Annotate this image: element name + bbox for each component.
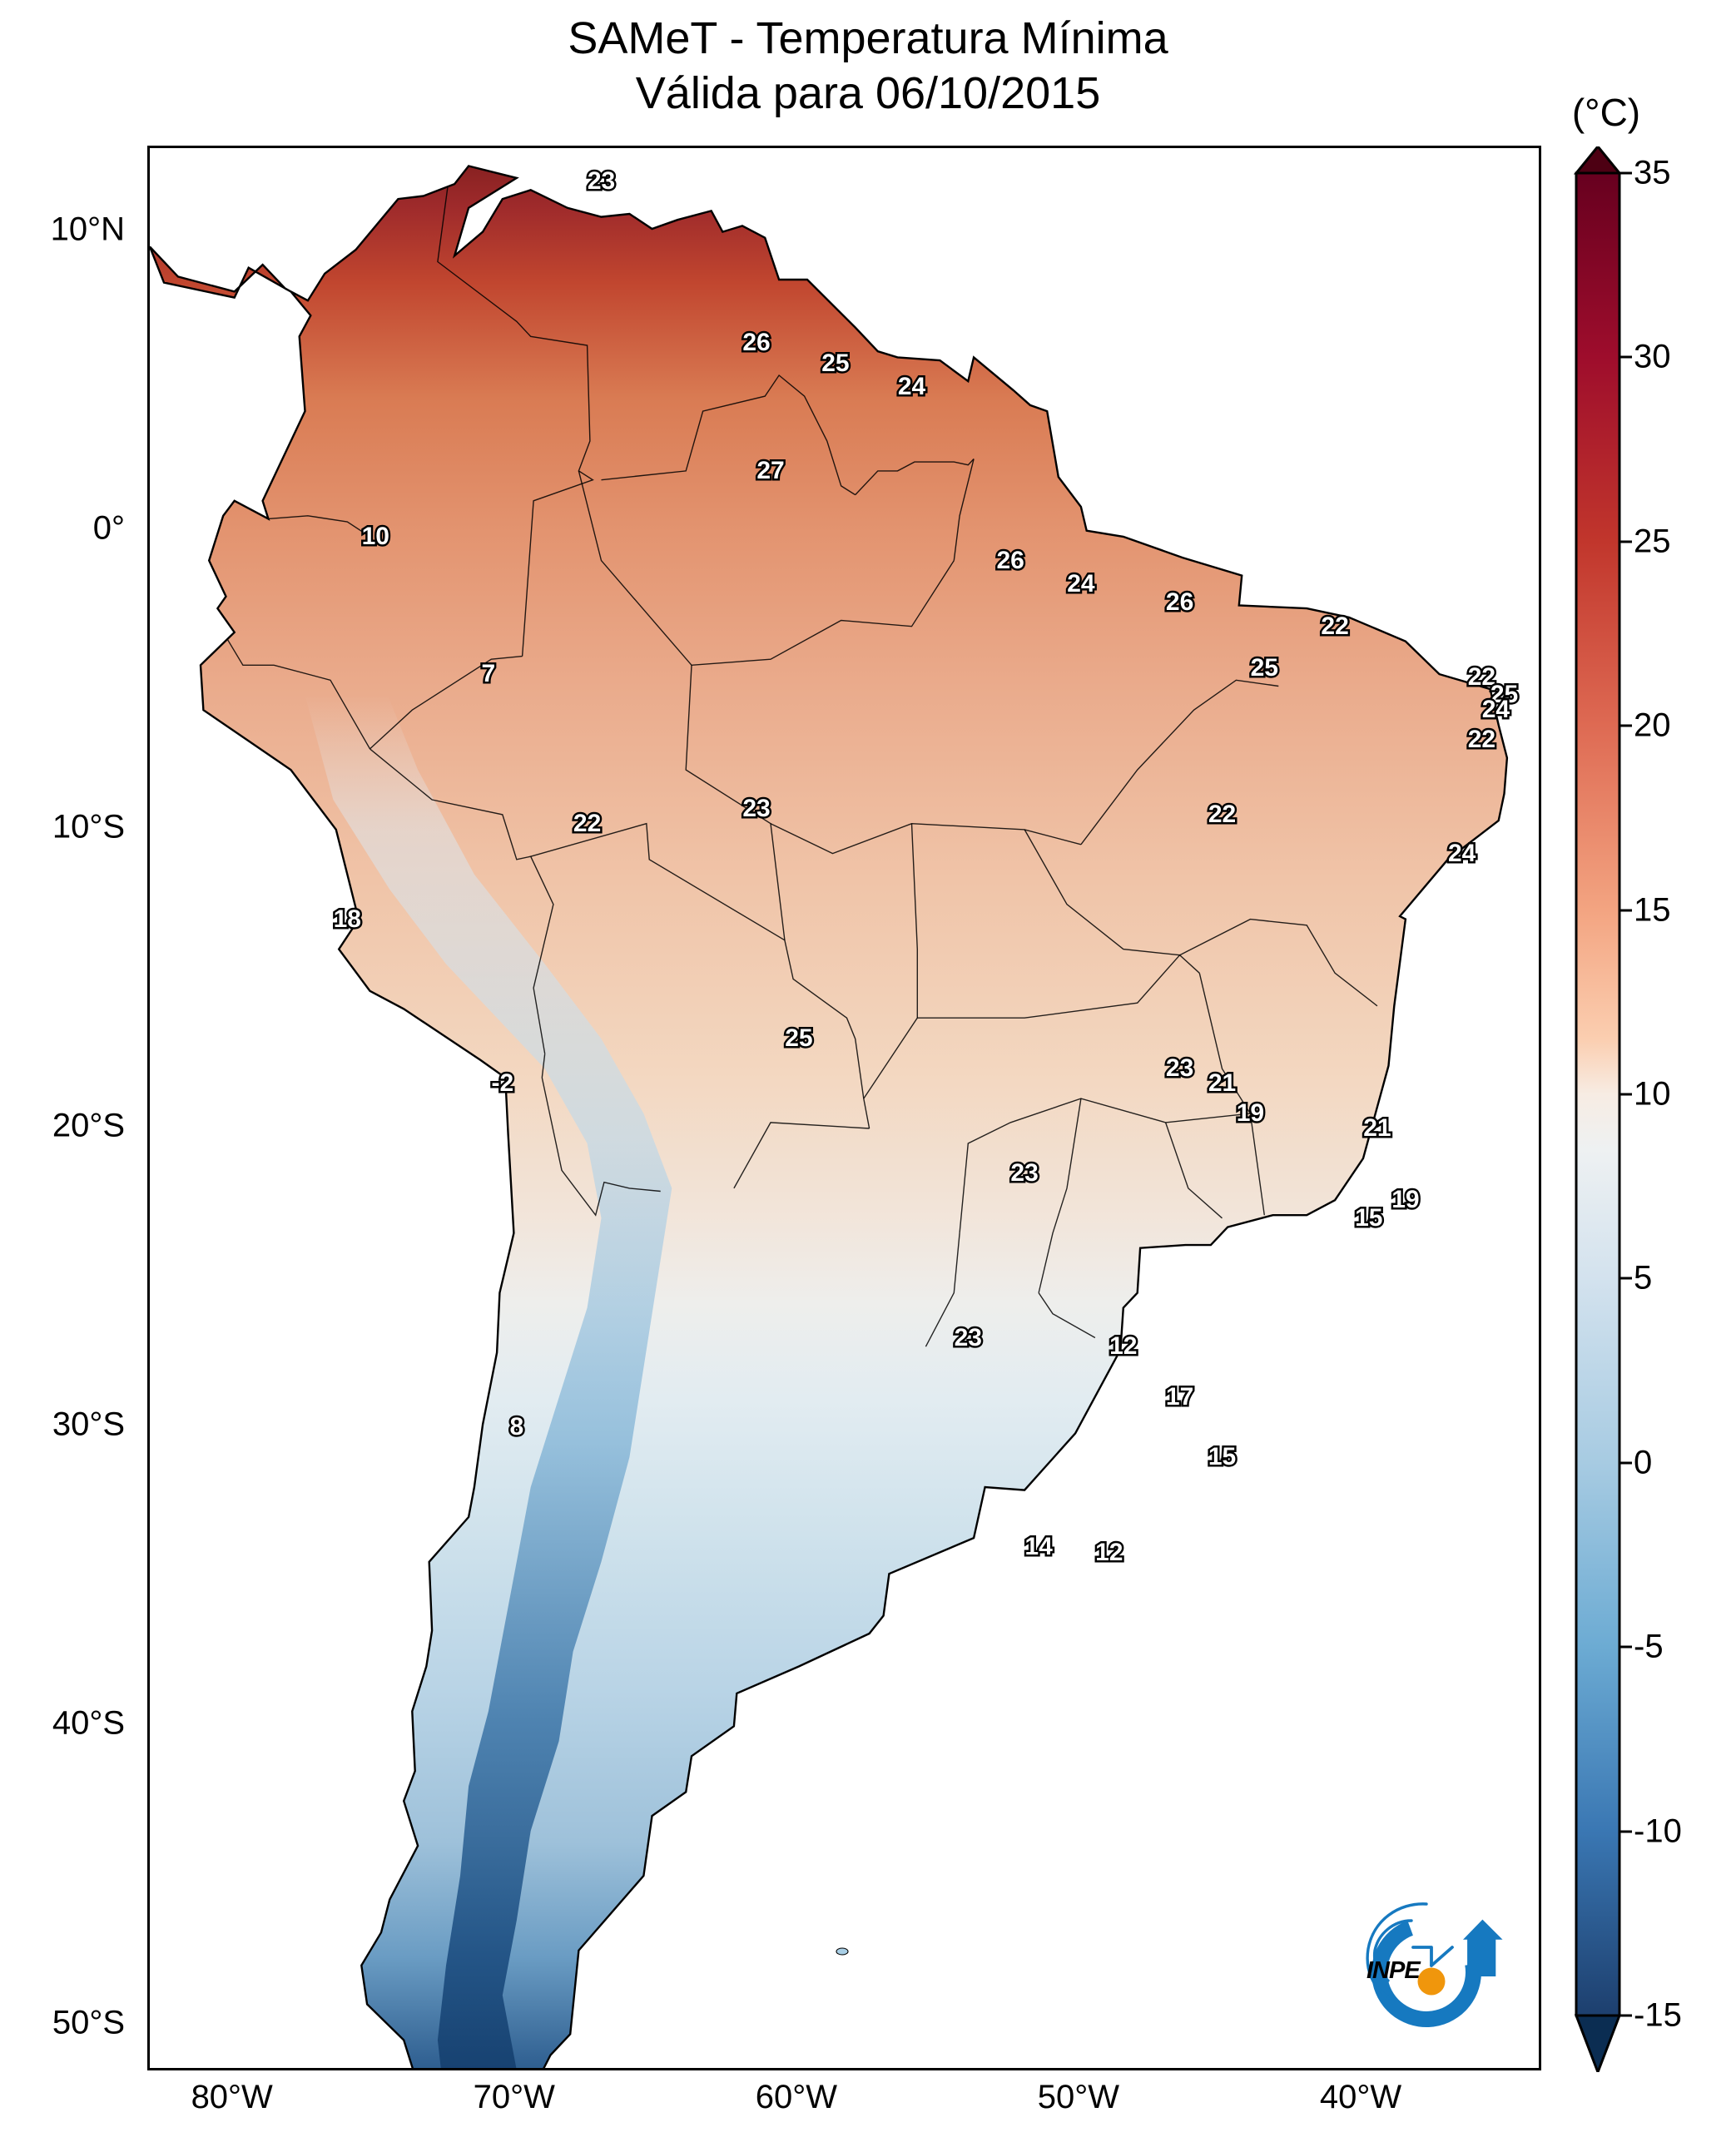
svg-text:INPE: INPE bbox=[1366, 1957, 1421, 1984]
